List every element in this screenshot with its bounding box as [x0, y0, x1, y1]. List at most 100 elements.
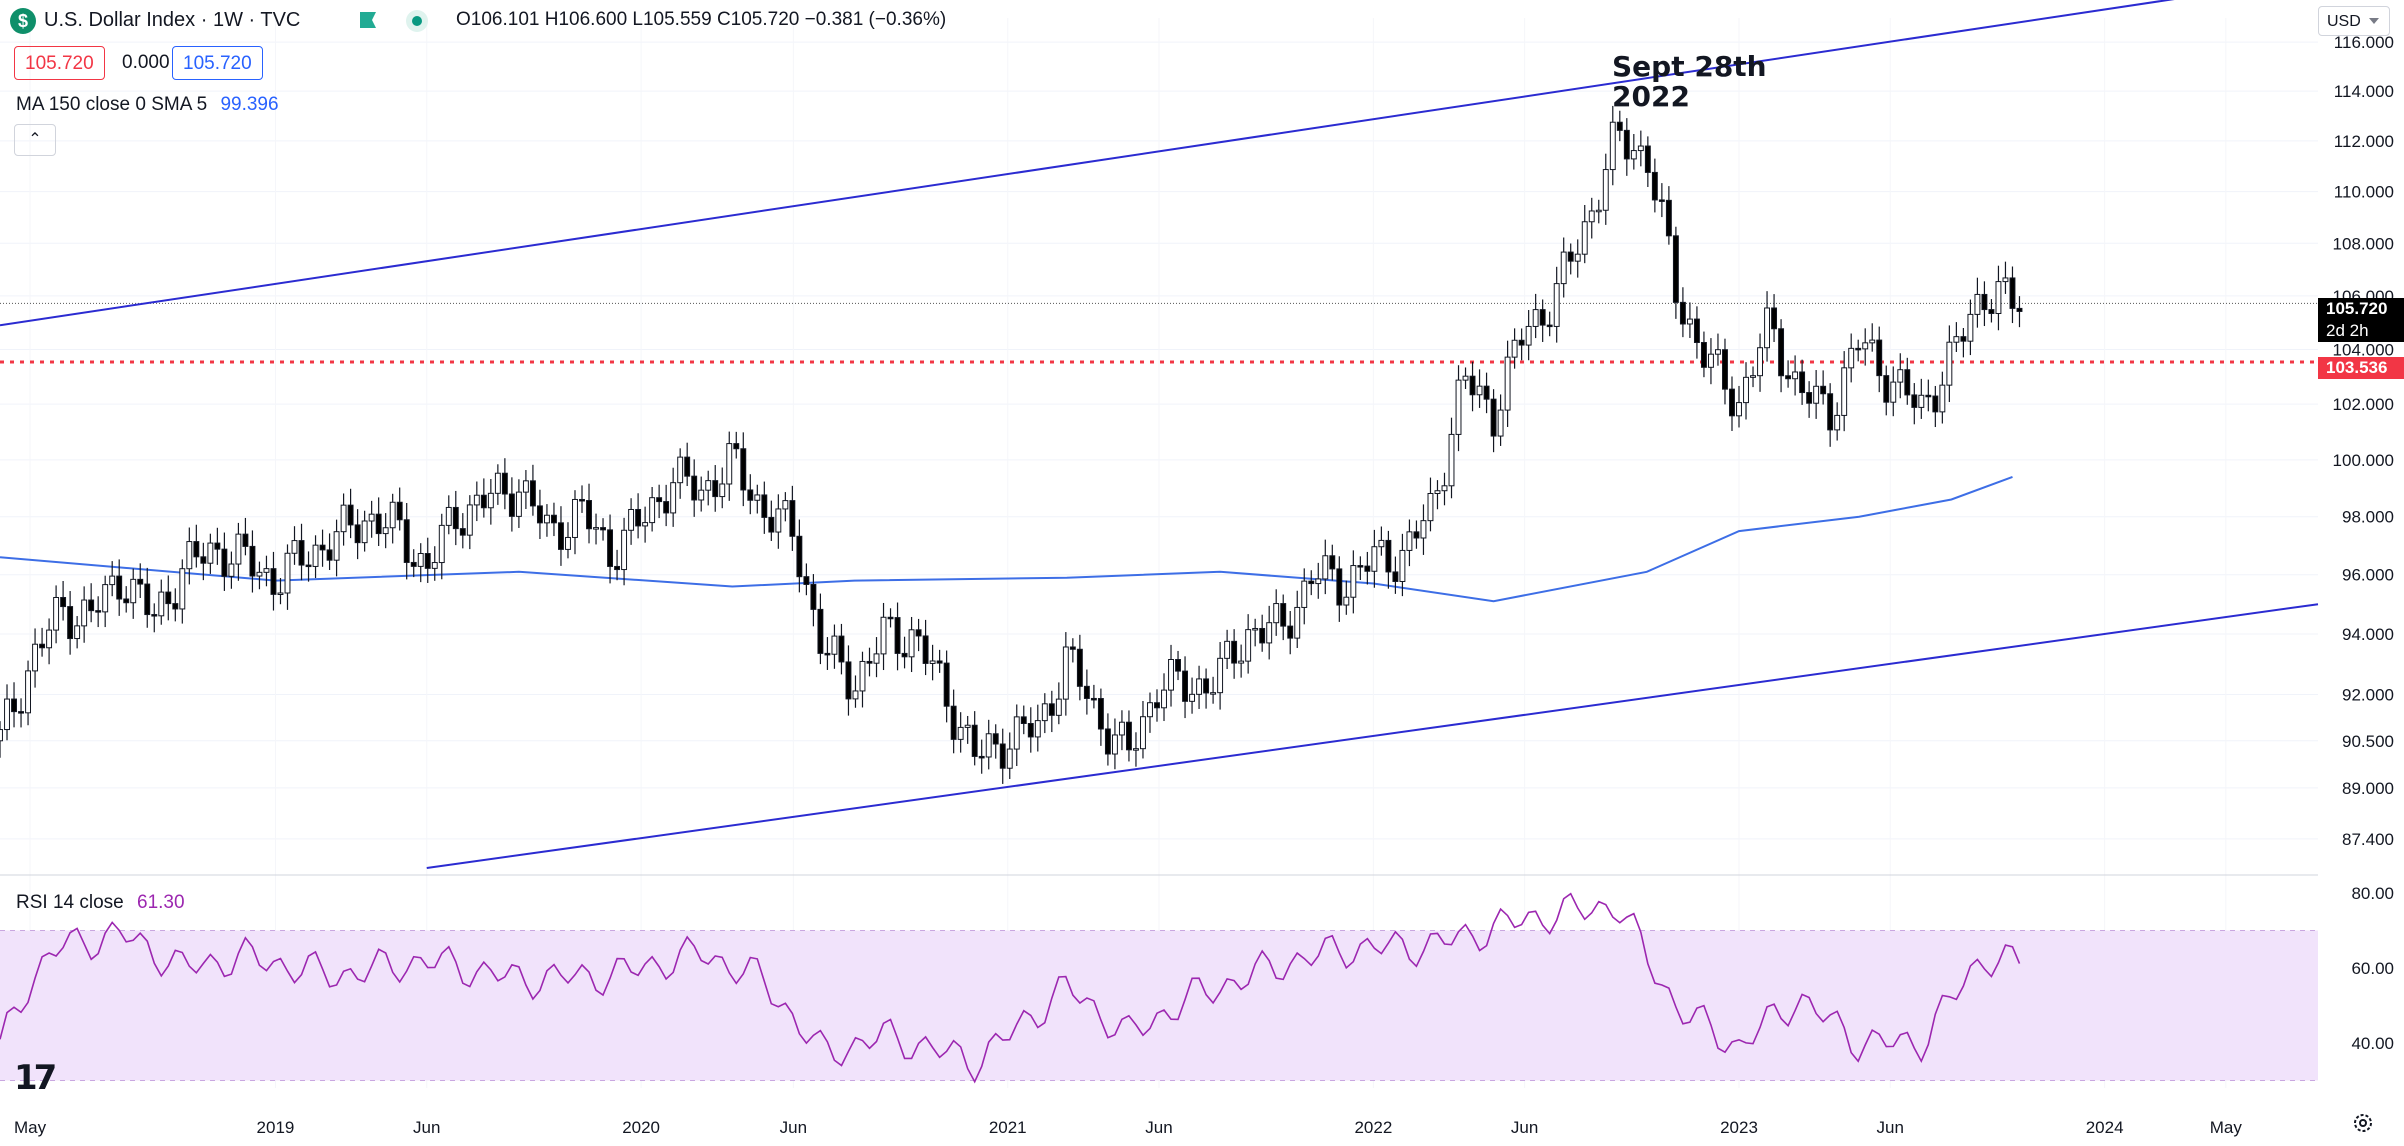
candle — [74, 616, 81, 649]
candle — [1322, 539, 1329, 595]
candle-body — [1539, 309, 1546, 326]
candle-body — [1301, 580, 1308, 608]
candle-body — [1427, 493, 1434, 522]
candle — [1848, 333, 1855, 383]
candle-body — [1595, 209, 1602, 213]
candle-body — [382, 527, 389, 535]
candle-body — [719, 483, 726, 498]
candle — [256, 561, 263, 590]
price-tick-label: 108.000 — [2333, 234, 2394, 253]
candle-body — [754, 494, 761, 501]
candle-body — [424, 553, 431, 569]
candle-body — [214, 542, 221, 550]
candle — [1420, 504, 1427, 555]
candle-body — [551, 514, 557, 524]
candle-body — [901, 652, 908, 658]
candle-body — [193, 541, 200, 558]
candle-body — [1518, 339, 1525, 346]
rsi-axis-ticks[interactable]: 80.00 60.00 40.00 — [2351, 884, 2394, 1053]
candle — [1518, 328, 1525, 361]
candle — [1294, 590, 1301, 648]
candle — [1399, 533, 1406, 597]
candle-body — [1981, 293, 1988, 311]
candle — [312, 535, 319, 579]
candle-body — [459, 528, 466, 536]
candle-body — [0, 729, 3, 742]
candle-body — [663, 501, 670, 514]
candle-body — [1034, 720, 1041, 738]
candle — [1104, 713, 1111, 766]
candle — [1588, 197, 1595, 239]
flag-icon[interactable] — [358, 11, 378, 29]
candle — [1967, 299, 1974, 356]
candle-body — [1750, 375, 1756, 378]
candle — [536, 489, 543, 540]
level-price-tag[interactable]: 103.536 — [2318, 357, 2404, 379]
candle — [1196, 665, 1203, 709]
candle — [172, 588, 179, 622]
candle-body — [347, 504, 354, 526]
candle — [600, 518, 606, 541]
symbol-logo[interactable]: $ — [10, 8, 36, 34]
candle-body — [1729, 388, 1735, 417]
buy-price-button[interactable]: 105.720 — [172, 46, 263, 80]
tradingview-logo[interactable]: 17 — [14, 1058, 57, 1098]
candle — [1553, 266, 1560, 343]
candle-body — [705, 480, 712, 491]
candle — [999, 728, 1006, 784]
rsi-legend-value: 61.30 — [137, 892, 185, 913]
channel-lines[interactable] — [0, 0, 2319, 869]
candle-body — [375, 513, 382, 535]
candle — [1764, 291, 1771, 362]
candle-body — [1722, 349, 1728, 390]
time-tick-label: Jun — [1511, 1118, 1538, 1137]
candle — [1189, 677, 1196, 714]
candle — [873, 637, 880, 678]
candle — [1273, 589, 1280, 636]
candle-body — [11, 698, 17, 713]
candle — [1090, 684, 1097, 709]
candle — [221, 532, 228, 591]
candle-body — [515, 491, 522, 517]
candle-body — [1848, 347, 1855, 369]
candle-body — [326, 549, 333, 561]
candle — [1757, 333, 1763, 392]
last-price-tag[interactable]: 105.720 — [2318, 298, 2404, 320]
candle — [214, 527, 221, 565]
time-axis-ticks[interactable]: May 2019 Jun 2020 Jun 2021 Jun 2022 Jun 2023 Jun 20… — [14, 1118, 2242, 1137]
candle-body — [207, 542, 214, 564]
candle — [1413, 520, 1420, 549]
candle — [1041, 693, 1048, 734]
chart-title[interactable]: U.S. Dollar Index · 1W · TVC — [44, 9, 301, 31]
rsi-legend[interactable]: RSI 14 close 61.30 — [16, 892, 185, 914]
price-tick-label: 96.000 — [2342, 566, 2394, 585]
time-tick-label: Jun — [413, 1118, 440, 1137]
collapse-legend-button[interactable]: ⌃ — [14, 124, 56, 156]
candle — [985, 719, 992, 770]
candle — [593, 513, 599, 545]
candle — [1785, 360, 1792, 388]
candle — [1448, 417, 1455, 499]
candle — [326, 533, 333, 571]
ma-legend[interactable]: MA 150 close 0 SMA 5 99.396 — [16, 94, 279, 116]
candle-body — [1806, 392, 1813, 404]
candle-body — [1855, 347, 1862, 351]
candle-body — [1406, 531, 1413, 551]
candle — [1182, 656, 1188, 719]
currency-selector[interactable]: USD — [2318, 6, 2390, 36]
candle-body — [768, 516, 775, 533]
candle — [1904, 357, 1911, 405]
candle-body — [908, 629, 915, 658]
price-axis-ticks[interactable]: 116.000114.000112.000110.000108.000106.0… — [2333, 33, 2394, 849]
gear-icon[interactable] — [2352, 1112, 2374, 1134]
chart-annotation[interactable]: Sept 28th 2022 — [1612, 52, 1767, 112]
ma-legend-value: 99.396 — [220, 94, 279, 115]
market-status-icon[interactable] — [406, 10, 428, 32]
sell-price-button[interactable]: 105.720 — [14, 46, 105, 80]
candle-body — [291, 540, 298, 554]
candle — [1715, 333, 1721, 366]
candle-body — [508, 493, 515, 517]
candle-body — [572, 498, 578, 538]
candle-body — [628, 508, 635, 531]
